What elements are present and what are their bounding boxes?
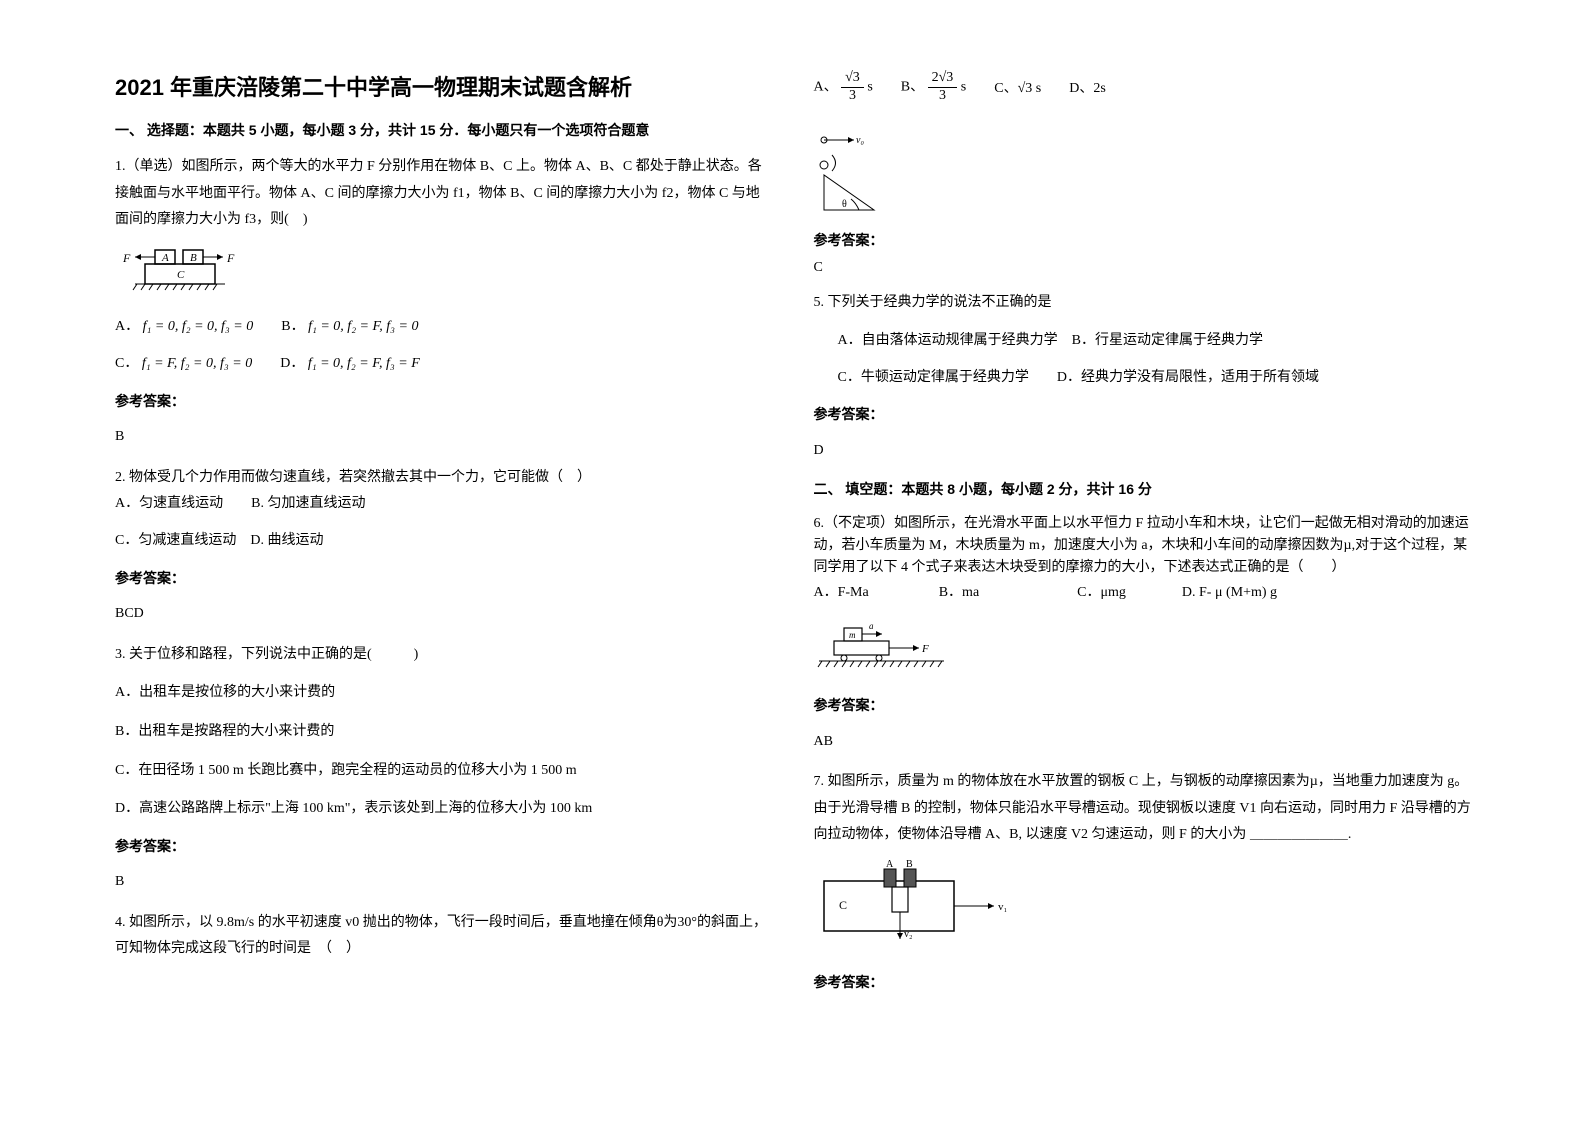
q1-optD-formula: f₁ = 0, f₂ = F, f₃ = F [308, 356, 420, 371]
svg-text:θ: θ [842, 199, 847, 210]
q2-text: 2. 物体受几个力作用而做匀速直线，若突然撤去其中一个力，它可能做（ ） [115, 465, 774, 492]
q3-answer-label: 参考答案： [115, 833, 774, 860]
question-4: 4. 如图所示，以 9.8m/s 的水平初速度 v0 抛出的物体，飞行一段时间后… [115, 910, 774, 963]
q3-optD: D．高速公路路牌上标示"上海 100 km"，表示该处到上海的位移大小为 100… [115, 796, 774, 823]
q4-diagram: v₀ θ [814, 115, 1473, 220]
q5-optA: A．自由落体运动规律属于经典力学 B．行星运动定律属于经典力学 [814, 328, 1473, 355]
q1-optC-formula: f₁ = F, f₂ = 0, f₃ = 0 [142, 356, 252, 371]
question-3: 3. 关于位移和路程，下列说法中正确的是( ) A．出租车是按位移的大小来计费的… [115, 642, 774, 896]
q2-optC: C．匀减速直线运动 D. 曲线运动 [115, 528, 774, 555]
svg-text:A: A [886, 859, 894, 870]
svg-text:v₂: v₂ [904, 929, 913, 940]
q4-optC: C、√3 s [994, 77, 1041, 97]
q1-optA-label: A． [115, 319, 139, 334]
svg-text:F: F [921, 643, 929, 655]
svg-text:B: B [190, 252, 197, 264]
q2-answer: BCD [115, 601, 774, 628]
q4-optB: B、 2√3 3 s [901, 70, 966, 105]
q3-optC: C．在田径场 1 500 m 长跑比赛中，跑完全程的运动员的位移大小为 1 50… [115, 758, 774, 785]
q6-options: A．F-Ma B．ma C．μmg D. F- μ (M+m) g [814, 580, 1473, 607]
q4-optB-suffix: s [961, 80, 966, 95]
q3-text: 3. 关于位移和路程，下列说法中正确的是( ) [115, 642, 774, 669]
q1-answer-label: 参考答案： [115, 388, 774, 415]
q4-optA-frac: √3 3 [841, 70, 864, 105]
q4-optA: A、 √3 3 s [814, 70, 873, 105]
q1-options-row2: C． f₁ = F, f₂ = 0, f₃ = 0 D． f₁ = 0, f₂ … [115, 351, 774, 378]
left-column: 2021 年重庆涪陵第二十中学高一物理期末试题含解析 一、 选择题：本题共 5 … [95, 70, 794, 1082]
question-5: 5. 下列关于经典力学的说法不正确的是 A．自由落体运动规律属于经典力学 B．行… [814, 290, 1473, 465]
q1-optB-formula: f₁ = 0, f₂ = F, f₃ = 0 [308, 319, 418, 334]
q1-optD-label: D． [280, 356, 304, 371]
q1-answer: B [115, 424, 774, 451]
svg-text:m: m [849, 630, 856, 640]
q1-text: 1.（单选）如图所示，两个等大的水平力 F 分别作用在物体 B、C 上。物体 A… [115, 154, 774, 234]
q2-optA: A．匀速直线运动 B. 匀加速直线运动 [115, 491, 774, 518]
svg-text:C: C [177, 269, 185, 281]
page-title: 2021 年重庆涪陵第二十中学高一物理期末试题含解析 [115, 70, 774, 102]
q6-answer: AB [814, 729, 1473, 756]
q4-optA-suffix: s [867, 80, 872, 95]
q5-text: 5. 下列关于经典力学的说法不正确的是 [814, 290, 1473, 317]
q5-optC: C．牛顿运动定律属于经典力学 D．经典力学没有局限性，适用于所有领域 [814, 365, 1473, 392]
svg-text:v₀: v₀ [856, 135, 864, 146]
q4-optB-prefix: B、 [901, 80, 924, 95]
section1-header: 一、 选择题：本题共 5 小题，每小题 3 分，共计 15 分．每小题只有一个选… [115, 120, 774, 140]
q4-optA-prefix: A、 [814, 80, 838, 95]
q4-text: 4. 如图所示，以 9.8m/s 的水平初速度 v0 抛出的物体，飞行一段时间后… [115, 910, 774, 963]
svg-text:a: a [869, 621, 874, 631]
question-7: 7. 如图所示，质量为 m 的物体放在水平放置的钢板 C 上，与钢板的动摩擦因素… [814, 769, 1473, 996]
q4-optD: D、2s [1069, 77, 1106, 97]
q7-text: 7. 如图所示，质量为 m 的物体放在水平放置的钢板 C 上，与钢板的动摩擦因素… [814, 769, 1473, 849]
question-2: 2. 物体受几个力作用而做匀速直线，若突然撤去其中一个力，它可能做（ ） A．匀… [115, 465, 774, 628]
q4-answer: C [814, 260, 1473, 276]
q6-answer-label: 参考答案： [814, 692, 1473, 719]
svg-text:A: A [161, 252, 169, 264]
q7-answer-label: 参考答案： [814, 969, 1473, 996]
q4-options: A、 √3 3 s B、 2√3 3 s C、√3 s D、2s [814, 70, 1473, 105]
svg-text:B: B [906, 859, 913, 870]
q4-optB-frac: 2√3 3 [928, 70, 958, 105]
q3-optB: B．出租车是按路程的大小来计费的 [115, 719, 774, 746]
q5-answer-label: 参考答案： [814, 401, 1473, 428]
q6-text: 6.（不定项）如图所示，在光滑水平面上以水平恒力 F 拉动小车和木块，让它们一起… [814, 513, 1473, 580]
question-1: 1.（单选）如图所示，两个等大的水平力 F 分别作用在物体 B、C 上。物体 A… [115, 154, 774, 451]
q2-answer-label: 参考答案： [115, 565, 774, 592]
q7-diagram: C A B v₂ v₁ [814, 859, 1473, 960]
q4-optA-den: 3 [841, 88, 864, 105]
q1-optA-formula: f₁ = 0, f₂ = 0, f₃ = 0 [143, 319, 254, 334]
svg-text:C: C [839, 898, 847, 912]
right-column: A、 √3 3 s B、 2√3 3 s C、√3 s D、2s v₀ [794, 70, 1493, 1082]
q1-options-row1: A． f₁ = 0, f₂ = 0, f₃ = 0 B． f₁ = 0, f₂ … [115, 314, 774, 341]
q5-answer: D [814, 438, 1473, 465]
q3-answer: B [115, 869, 774, 896]
q4-optA-num: √3 [841, 70, 864, 88]
q1-optB-label: B． [281, 319, 304, 334]
svg-text:F: F [122, 251, 131, 265]
q4-optB-num: 2√3 [928, 70, 958, 88]
q6-diagram: m F a [814, 616, 1473, 682]
svg-text:F: F [226, 251, 235, 265]
svg-text:v₁: v₁ [998, 901, 1008, 913]
section2-header: 二、 填空题：本题共 8 小题，每小题 2 分，共计 16 分 [814, 479, 1473, 499]
question-6: 6.（不定项）如图所示，在光滑水平面上以水平恒力 F 拉动小车和木块，让它们一起… [814, 513, 1473, 756]
q4-answer-label: 参考答案： [814, 230, 1473, 250]
q4-optB-den: 3 [928, 88, 958, 105]
q1-diagram: A B C F F [115, 244, 774, 305]
q3-optA: A．出租车是按位移的大小来计费的 [115, 680, 774, 707]
q1-optC-label: C． [115, 356, 138, 371]
